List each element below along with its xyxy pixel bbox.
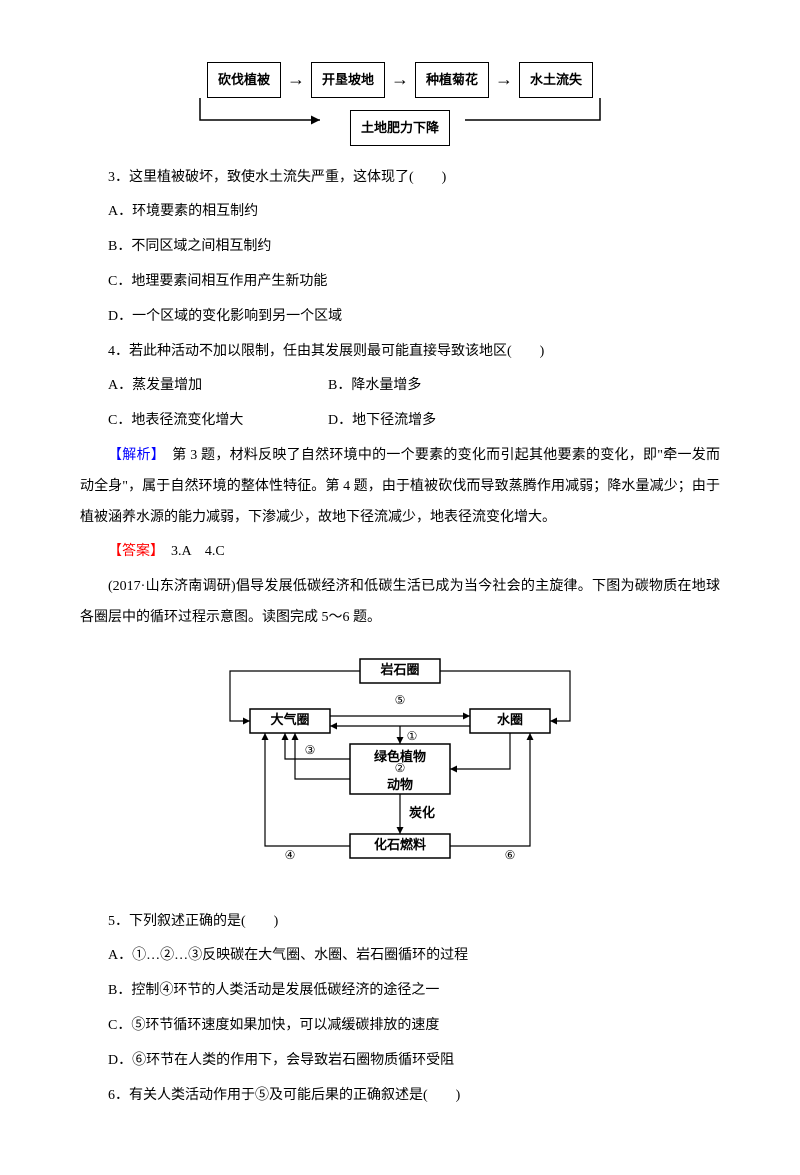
q4-stem: 4．若此种活动不加以限制，任由其发展则最可能直接导致该地区( ) <box>80 337 720 368</box>
d2-label-5: ⑤ <box>395 693 406 707</box>
q3-opt-c: C．地理要素间相互作用产生新功能 <box>80 267 720 298</box>
d2-rock: 岩石圈 <box>379 662 419 677</box>
answer-34: 【答案】 3.A 4.C <box>80 537 720 568</box>
q3-opt-a: A．环境要素的相互制约 <box>80 197 720 228</box>
d1-box-4: 水土流失 <box>519 62 593 99</box>
explain-34: 【解析】 第 3 题，材料反映了自然环境中的一个要素的变化而引起其他要素的变化，… <box>80 441 720 533</box>
q4-opts-cd: C．地表径流变化增大 D．地下径流增多 <box>80 406 720 437</box>
diagram-chain: 砍伐植被 → 开垦坡地 → 种植菊花 → 水土流失 土地肥力下降 <box>80 60 720 138</box>
d2-label-1: ① <box>407 729 418 743</box>
d2-carbonize: 炭化 <box>409 805 435 820</box>
q4-opt-b: B．降水量增多 <box>300 371 421 402</box>
q5-opt-a: A．①…②…③反映碳在大气圈、水圈、岩石圈循环的过程 <box>80 941 720 972</box>
q4-opt-a: A．蒸发量增加 <box>80 371 300 402</box>
d2-label-6: ⑥ <box>505 848 516 862</box>
arrow-icon: → <box>385 60 415 100</box>
d2-animal: 动物 <box>387 777 413 792</box>
q3-opt-b: B．不同区域之间相互制约 <box>80 232 720 263</box>
q4-opts-ab: A．蒸发量增加 B．降水量增多 <box>80 371 720 402</box>
d2-label-2: ② <box>395 761 406 775</box>
q5-stem: 5．下列叙述正确的是( ) <box>80 907 720 938</box>
d2-hydro: 水圈 <box>497 712 523 727</box>
arrow-icon: → <box>489 60 519 100</box>
d1-box-2: 开垦坡地 <box>311 62 385 99</box>
q5-opt-b: B．控制④环节的人类活动是发展低碳经济的途径之一 <box>80 976 720 1007</box>
q3-stem: 3．这里植被破坏，致使水土流失严重，这体现了( ) <box>80 163 720 194</box>
d1-box-3: 种植菊花 <box>415 62 489 99</box>
d2-fossil: 化石燃料 <box>374 837 426 852</box>
q6-stem: 6．有关人类活动作用于⑤及可能后果的正确叙述是( ) <box>80 1081 720 1112</box>
q4-opt-c: C．地表径流变化增大 <box>80 406 300 437</box>
q3-opt-d: D．一个区域的变化影响到另一个区域 <box>80 302 720 333</box>
label-jiexi: 【解析】 <box>108 448 158 463</box>
diagram-carbon-cycle: 岩石圈 大气圈 水圈 绿色植物 ② 动物 化石燃料 炭化 ⑤ ① ③ <box>80 654 720 887</box>
q4-opt-d: D．地下径流增多 <box>300 406 436 437</box>
explain-34-text: 第 3 题，材料反映了自然环境中的一个要素的变化而引起其他要素的变化，即"牵一发… <box>80 448 720 525</box>
arrow-icon: → <box>281 60 311 100</box>
label-daan: 【答案】 <box>108 544 157 559</box>
d2-label-4: ④ <box>285 848 296 862</box>
answer-34-text: 3.A 4.C <box>157 544 225 559</box>
intro-56: (2017·山东济南调研)倡导发展低碳经济和低碳生活已成为当今社会的主旋律。下图… <box>80 572 720 634</box>
d2-atmo: 大气圈 <box>270 712 309 727</box>
d2-label-3: ③ <box>305 743 316 757</box>
q5-opt-c: C．⑤环节循环速度如果加快，可以减缓碳排放的速度 <box>80 1011 720 1042</box>
d1-feedback-box: 土地肥力下降 <box>350 110 450 147</box>
q5-opt-d: D．⑥环节在人类的作用下，会导致岩石圈物质循环受阻 <box>80 1046 720 1077</box>
d1-box-1: 砍伐植被 <box>207 62 281 99</box>
